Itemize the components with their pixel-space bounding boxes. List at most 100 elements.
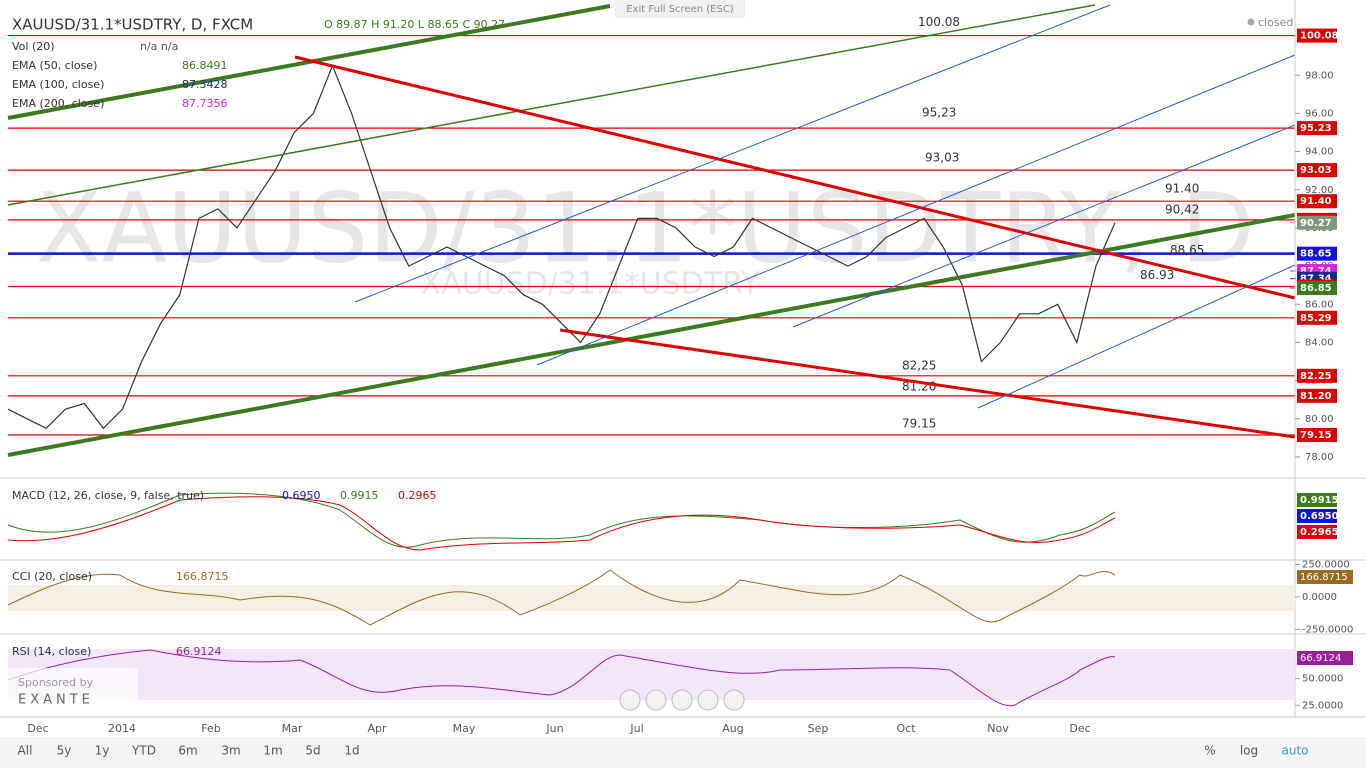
y-tick-label: 50.0000 — [1302, 674, 1343, 685]
sponsor-bg — [8, 668, 138, 710]
macd-value: 0.2965 — [398, 489, 437, 502]
status-dot — [1247, 18, 1255, 26]
x-tick-label: Dec — [1069, 722, 1090, 735]
price-badge: 93.03 — [1300, 165, 1332, 176]
macd-title: MACD (12, 26, close, 9, false, true) — [12, 489, 204, 502]
macd-value: 0.6950 — [282, 489, 321, 502]
price-badge: 87.34 — [1300, 274, 1332, 285]
y-tick-label: 84.00 — [1305, 337, 1334, 348]
price-badge-bg — [1297, 163, 1337, 178]
legend-value: n/a n/a — [140, 40, 178, 53]
price-badge-bg — [1297, 368, 1337, 383]
legend-name: EMA (200, close) — [12, 97, 104, 110]
status: closed — [1258, 16, 1293, 29]
x-tick-label: Feb — [201, 722, 220, 735]
cci-band — [8, 585, 1295, 611]
y-tick-label: 80.00 — [1305, 414, 1334, 425]
legend-name: Vol (20) — [12, 40, 55, 53]
y-tick-label: 25.0000 — [1302, 700, 1343, 711]
macd-badge-bg — [1297, 525, 1337, 539]
rsi-line — [7, 649, 1116, 707]
x-tick-label: Nov — [987, 722, 1009, 735]
range-button[interactable]: 1m — [263, 744, 282, 758]
annotation: 90,42 — [1165, 202, 1199, 216]
annotation: 93,03 — [925, 151, 959, 165]
macd-badge: 0.9915 — [1300, 495, 1339, 506]
y-tick-label: 94.00 — [1305, 147, 1334, 158]
y-tick-label: 0.0000 — [1302, 592, 1337, 603]
price-badge: 87.74 — [1300, 266, 1332, 277]
sponsor: Sponsored by — [18, 676, 94, 689]
range-button[interactable]: All — [18, 744, 33, 758]
y-tick-label: -250.0000 — [1302, 624, 1353, 635]
watermark-small: XAUUSD/31.1*USDTRY — [421, 267, 760, 302]
range-button[interactable]: 1y — [95, 744, 110, 758]
annotation: 82,25 — [902, 358, 936, 372]
legend-name: EMA (100, close) — [12, 78, 104, 91]
x-tick-label: 2014 — [108, 722, 136, 735]
price-badge: 79.15 — [1300, 430, 1332, 441]
ohlc: O 89.87 H 91.20 L 88.65 C 90.27 — [324, 18, 505, 31]
y-tick-label: 96.00 — [1305, 108, 1334, 119]
price-line — [7, 64, 1116, 430]
price-badge-bg — [1297, 194, 1337, 209]
macd-badge: 0.6950 — [1300, 511, 1339, 522]
price-badge-bg — [1297, 246, 1337, 261]
x-tick-label: May — [453, 722, 476, 735]
range-button[interactable]: 5d — [305, 744, 320, 758]
trend-lines — [7, 4, 1296, 457]
exit-button[interactable]: Exit Full Screen (ESC) — [626, 4, 734, 15]
price-badge: 91.40 — [1300, 196, 1332, 207]
cci-badge: 166.8715 — [1300, 572, 1348, 583]
watermark: XAUUSD/31.1*USDTRY, D — [36, 172, 1255, 284]
price-badge-bg — [1297, 310, 1337, 325]
x-tick-label: Jun — [545, 722, 563, 735]
x-tick-label: Sep — [808, 722, 829, 735]
rsi-badge: 66.9124 — [1300, 653, 1341, 664]
range-button[interactable]: 5y — [57, 744, 72, 758]
y-tick-label: 92.00 — [1305, 185, 1334, 196]
y-tick-label: 86.00 — [1305, 299, 1334, 310]
sponsor-brand[interactable]: EXANTE — [18, 693, 94, 708]
annotation: 100.08 — [918, 15, 960, 29]
scale-button[interactable]: % — [1204, 744, 1215, 758]
price-badge: 86.85 — [1300, 283, 1332, 294]
rsi-value: 66.9124 — [176, 645, 222, 658]
macd-value: 0.9915 — [340, 489, 379, 502]
price-badge-bg — [1297, 215, 1337, 230]
range-button[interactable]: 6m — [178, 744, 197, 758]
exit-button-bg[interactable] — [615, 0, 745, 18]
price-badge: 95.23 — [1300, 123, 1332, 134]
rsi-badge-bg — [1297, 651, 1353, 665]
scale-button[interactable]: log — [1240, 744, 1258, 758]
cci-line — [7, 569, 1116, 626]
legend-value: 87.7356 — [182, 97, 228, 110]
range-button[interactable]: 1d — [344, 744, 359, 758]
price-badge: 90.27 — [1300, 218, 1332, 229]
annotation: 91.40 — [1165, 182, 1199, 196]
price-badge-bg — [1297, 281, 1337, 296]
annotation: 79.15 — [902, 416, 936, 430]
toolbar — [0, 737, 1366, 768]
y-tick-label: 78.00 — [1305, 452, 1334, 463]
x-tick-label: Aug — [722, 722, 743, 735]
range-button[interactable]: 3m — [221, 744, 240, 758]
price-badge: 82.25 — [1300, 371, 1332, 382]
cci-badge-bg — [1297, 570, 1353, 584]
annotation: 95,23 — [922, 106, 956, 120]
x-tick-label: Jul — [629, 722, 643, 735]
range-button[interactable]: YTD — [131, 744, 156, 758]
y-tick-label: 98.00 — [1305, 70, 1334, 81]
scale-button[interactable]: auto — [1281, 744, 1308, 758]
x-tick-label: Mar — [282, 722, 303, 735]
cci-value: 166.8715 — [176, 570, 229, 583]
x-tick-label: Apr — [367, 722, 387, 735]
zoom-controls[interactable] — [619, 689, 745, 711]
macd-signal — [7, 496, 1116, 551]
rsi-title: RSI (14, close) — [12, 645, 91, 658]
price-badge-bg — [1297, 388, 1337, 403]
header: XAUUSD/31.1*USDTRY, D, FXCM O 89.87 H 91… — [12, 0, 1293, 34]
x-tick-label: Dec — [27, 722, 48, 735]
price-badge-bg — [1297, 427, 1337, 442]
